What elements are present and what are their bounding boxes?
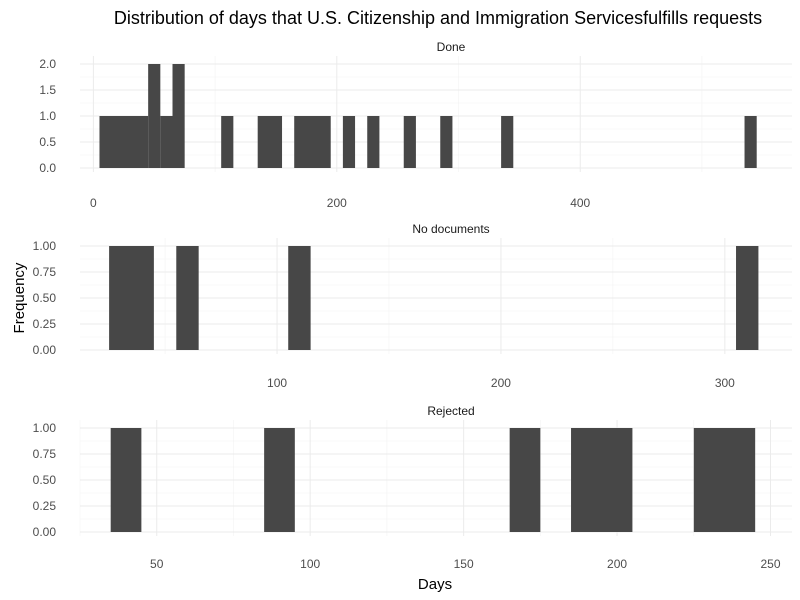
facet-strip-label: Done	[437, 40, 466, 54]
y-axis-title: Frequency	[11, 262, 28, 333]
panel-3: 50 100 150 200 250 0.00 0.25 0.50 0.75 1.00 Reject…	[33, 404, 792, 571]
histogram-bar	[257, 116, 283, 168]
y-tick-label: 0.50	[33, 473, 57, 487]
y-tick-label: 0.00	[33, 343, 57, 357]
histogram-bar	[501, 116, 514, 168]
histogram-bar	[288, 246, 311, 350]
facet-strip-label: Rejected	[427, 404, 474, 418]
x-tick-label: 200	[491, 376, 511, 390]
panel-1: 0 200 400 0.0 0.5 1.0 1.5 2.0 Done	[39, 40, 792, 210]
histogram-bar	[509, 428, 541, 532]
y-tick-label: 2.0	[39, 57, 56, 71]
histogram-bar	[160, 116, 173, 168]
histogram-bar	[693, 428, 756, 532]
y-tick-label: 0.50	[33, 291, 57, 305]
histogram-bar	[110, 428, 142, 532]
histogram-bar	[172, 64, 185, 168]
histogram-bar	[264, 428, 295, 532]
histogram-bar	[294, 116, 331, 168]
x-tick-label: 150	[454, 557, 474, 571]
x-tick-label: 0	[90, 196, 97, 210]
histogram-bar	[744, 116, 757, 168]
histogram-bar	[367, 116, 380, 168]
histogram-bar	[736, 246, 759, 350]
y-tick-label: 0.75	[33, 265, 57, 279]
histogram-bar	[109, 246, 154, 350]
y-tick-label: 1.0	[39, 109, 56, 123]
y-tick-label: 1.00	[33, 239, 57, 253]
y-tick-label: 0.00	[33, 525, 57, 539]
y-tick-label: 0.25	[33, 317, 57, 331]
y-tick-label: 1.5	[39, 83, 56, 97]
histogram-bar	[571, 428, 633, 532]
x-axis-title: Days	[418, 576, 452, 593]
x-tick-label: 400	[570, 196, 590, 210]
histogram-bar	[148, 64, 161, 168]
x-tick-label: 50	[150, 557, 164, 571]
histogram-bar	[99, 116, 149, 168]
x-tick-label: 300	[715, 376, 735, 390]
x-tick-label: 100	[267, 376, 287, 390]
y-tick-label: 0.25	[33, 499, 57, 513]
panel-2: 100 200 300 0.00 0.25 0.50 0.75 1.00 No document…	[33, 222, 792, 390]
facet-panels: 0 200 400 0.0 0.5 1.0 1.5 2.0 Done 100 200 300 0.00 0…	[33, 40, 792, 571]
x-tick-label: 200	[327, 196, 347, 210]
y-tick-label: 0.75	[33, 447, 57, 461]
y-tick-label: 0.0	[39, 161, 56, 175]
histogram-bar	[176, 246, 199, 350]
y-tick-label: 0.5	[39, 135, 56, 149]
x-tick-label: 200	[607, 557, 627, 571]
x-tick-label: 100	[300, 557, 320, 571]
facet-strip-label: No documents	[412, 222, 489, 236]
histogram-bar	[221, 116, 234, 168]
y-tick-label: 1.00	[33, 421, 57, 435]
histogram-bar	[440, 116, 453, 168]
x-tick-label: 250	[761, 557, 781, 571]
chart-title: Distribution of days that U.S. Citizensh…	[114, 8, 762, 28]
histogram-bar	[342, 116, 356, 168]
histogram-bar	[403, 116, 416, 168]
